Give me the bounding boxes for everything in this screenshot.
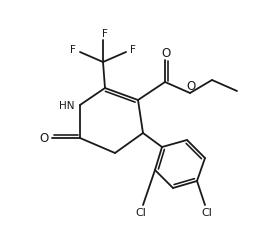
Text: F: F — [130, 45, 136, 55]
Text: O: O — [186, 79, 196, 92]
Text: Cl: Cl — [135, 208, 146, 218]
Text: HN: HN — [58, 101, 74, 111]
Text: F: F — [102, 29, 108, 39]
Text: F: F — [70, 45, 76, 55]
Text: Cl: Cl — [201, 208, 212, 218]
Text: O: O — [39, 132, 49, 145]
Text: O: O — [161, 46, 171, 59]
